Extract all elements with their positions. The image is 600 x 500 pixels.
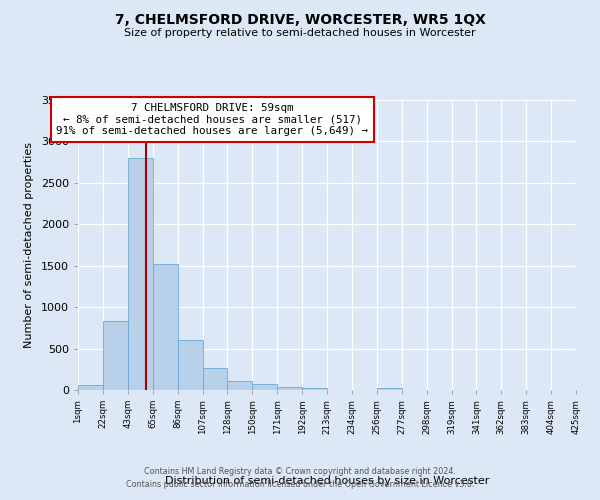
- Bar: [78, 385, 103, 390]
- Bar: [152, 264, 178, 390]
- Bar: [227, 381, 253, 390]
- Text: Contains public sector information licensed under the Open Government Licence v3: Contains public sector information licen…: [126, 480, 474, 489]
- Text: Contains HM Land Registry data © Crown copyright and database right 2024.: Contains HM Land Registry data © Crown c…: [144, 467, 456, 476]
- Bar: [178, 340, 203, 390]
- X-axis label: Distribution of semi-detached houses by size in Worcester: Distribution of semi-detached houses by …: [165, 476, 489, 486]
- Bar: [203, 368, 227, 390]
- Text: 7 CHELMSFORD DRIVE: 59sqm
← 8% of semi-detached houses are smaller (517)
91% of : 7 CHELMSFORD DRIVE: 59sqm ← 8% of semi-d…: [56, 103, 368, 136]
- Bar: [103, 321, 128, 390]
- Bar: [377, 388, 402, 390]
- Bar: [128, 158, 153, 390]
- Text: Size of property relative to semi-detached houses in Worcester: Size of property relative to semi-detach…: [124, 28, 476, 38]
- Text: 7, CHELMSFORD DRIVE, WORCESTER, WR5 1QX: 7, CHELMSFORD DRIVE, WORCESTER, WR5 1QX: [115, 12, 485, 26]
- Bar: [277, 387, 302, 390]
- Bar: [302, 388, 327, 390]
- Y-axis label: Number of semi-detached properties: Number of semi-detached properties: [24, 142, 34, 348]
- Bar: [253, 384, 277, 390]
